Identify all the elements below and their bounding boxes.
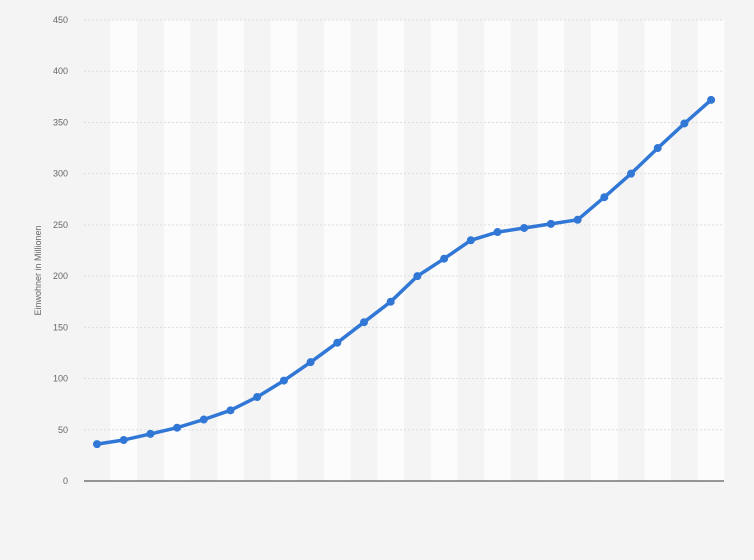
data-point: [493, 228, 502, 237]
plot-band: [590, 20, 618, 481]
plot-band: [110, 20, 138, 481]
plot-band: [163, 20, 191, 481]
y-tick-labels: 0 50 100 150 200 250 300 350 400 450: [53, 15, 68, 486]
y-axis-title: Einwohner in Millionen: [33, 225, 43, 315]
plot-band: [484, 20, 511, 481]
data-point: [680, 119, 689, 128]
plot-band: [644, 20, 672, 481]
y-tick-label: 200: [53, 271, 68, 281]
y-tick-label: 0: [63, 476, 68, 486]
data-points: [93, 95, 716, 449]
data-point: [466, 236, 475, 245]
gridlines: [84, 19, 724, 431]
plot-band: [323, 20, 351, 481]
plot-band: [697, 20, 725, 481]
y-tick-label: 300: [53, 169, 68, 179]
y-tick-label: 400: [53, 66, 68, 76]
data-point: [627, 169, 635, 178]
data-point: [653, 144, 662, 153]
data-point: [119, 436, 128, 445]
data-point: [146, 429, 155, 438]
y-tick-label: 450: [53, 15, 68, 25]
data-point: [279, 376, 288, 385]
data-point: [386, 297, 395, 306]
data-point: [520, 223, 529, 232]
plot-band: [537, 20, 565, 481]
plot-band: [270, 20, 298, 481]
data-point: [600, 193, 609, 202]
plot-bands: [110, 20, 725, 481]
data-point: [707, 95, 716, 104]
data-point: [333, 338, 342, 347]
data-point: [546, 219, 555, 228]
data-point: [360, 318, 368, 327]
data-point: [173, 423, 182, 432]
data-point: [226, 406, 235, 415]
y-tick-label: 250: [53, 220, 68, 230]
y-tick-label: 50: [58, 425, 68, 435]
data-point: [413, 272, 422, 281]
data-point: [573, 215, 582, 224]
y-tick-label: 150: [53, 322, 68, 332]
series-line: [95, 98, 713, 446]
plot-band: [377, 20, 405, 481]
data-point: [199, 415, 208, 424]
y-tick-label: 100: [53, 374, 68, 384]
data-point: [440, 254, 449, 263]
data-point: [253, 392, 262, 401]
data-point: [93, 440, 101, 449]
data-point: [306, 358, 315, 367]
y-tick-label: 350: [53, 117, 68, 127]
